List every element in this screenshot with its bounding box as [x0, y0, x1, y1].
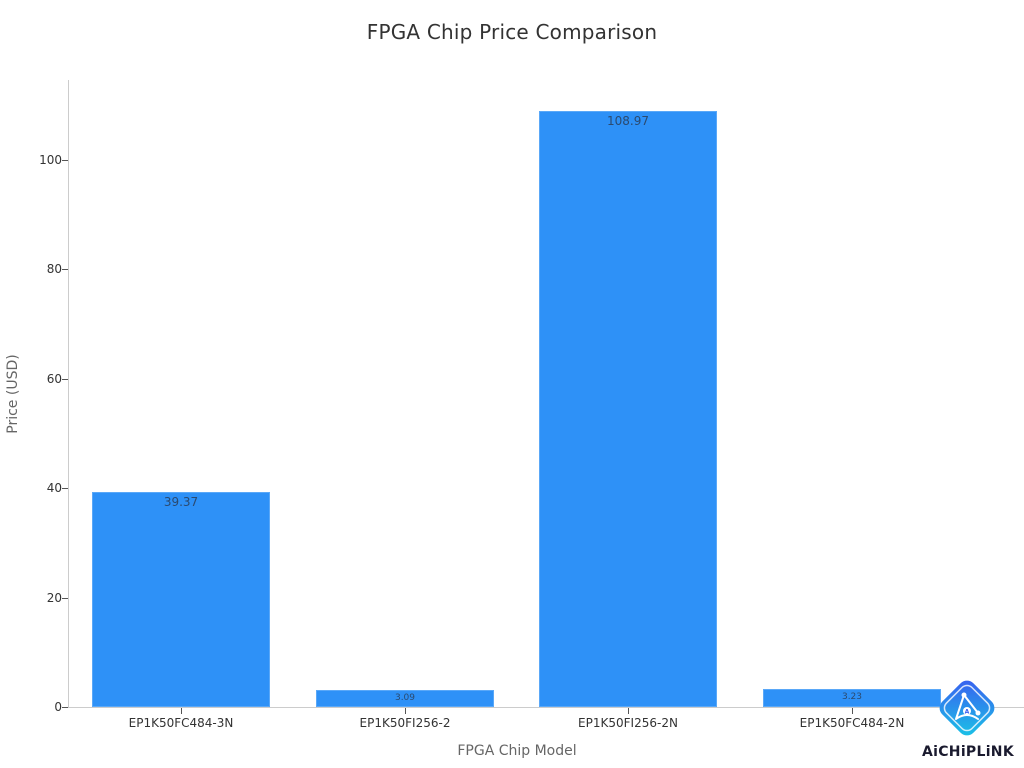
bar-value-label: 108.97 [607, 113, 649, 128]
watermark-text: AiCHiPLiNK [922, 744, 1014, 760]
bar-value-label: 39.37 [163, 494, 199, 509]
bar-value-label: 3.23 [841, 692, 863, 703]
y-tick-label: 40 [46, 481, 62, 496]
chart-title: FPGA Chip Price Comparison [366, 20, 658, 44]
aichiplink-logo-icon: A [934, 675, 1000, 741]
bar-ep1k50fc484-2n: 3.23 [763, 689, 941, 707]
y-tick-label: 60 [46, 371, 62, 386]
y-tick-mark [62, 269, 68, 271]
x-tick-label: EP1K50FC484-3N [128, 716, 234, 730]
x-tick-label: EP1K50FI256-2 [359, 716, 451, 730]
y-tick-label: 0 [54, 700, 62, 714]
y-axis-label: Price (USD) [5, 354, 21, 434]
bar-ep1k50fc484-3n: 39.37 [92, 491, 270, 707]
x-tick-label: EP1K50FC484-2N [799, 716, 905, 730]
x-tick-label: EP1K50FI256-2N [578, 716, 678, 730]
svg-text:A: A [965, 709, 970, 716]
y-tick-label: 100 [39, 153, 62, 167]
y-axis-line [68, 80, 69, 708]
x-tick-mark [181, 708, 182, 714]
bar-value-label: 3.09 [394, 693, 416, 704]
y-tick-label: 20 [46, 590, 62, 605]
y-tick-label: 80 [46, 262, 62, 277]
y-tick-mark [62, 378, 68, 380]
y-tick-mark [62, 707, 68, 708]
x-axis-label: FPGA Chip Model [457, 743, 577, 759]
x-tick-mark [405, 708, 406, 714]
y-tick-mark [62, 597, 68, 599]
x-tick-mark [628, 708, 629, 714]
bar-ep1k50fi256-2n: 108.97 [539, 110, 717, 707]
y-tick-mark [62, 160, 68, 161]
bar-ep1k50fi256-2: 3.09 [316, 690, 494, 707]
y-tick-mark [62, 488, 68, 490]
x-tick-mark [852, 708, 853, 714]
x-axis-line [68, 707, 1024, 708]
